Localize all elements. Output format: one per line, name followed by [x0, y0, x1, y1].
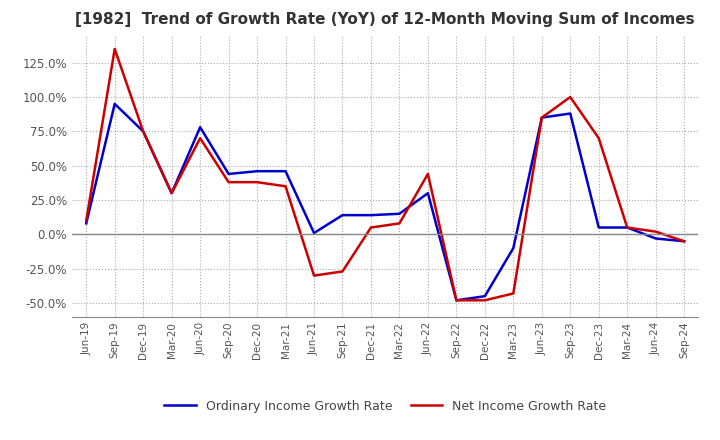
- Ordinary Income Growth Rate: [110, 101, 119, 106]
- Ordinary Income Growth Rate: [139, 129, 148, 134]
- Net Income Growth Rate: [509, 291, 518, 296]
- Net Income Growth Rate: [82, 218, 91, 223]
- Ordinary Income Growth Rate: [167, 191, 176, 196]
- Title: [1982]  Trend of Growth Rate (YoY) of 12-Month Moving Sum of Incomes: [1982] Trend of Growth Rate (YoY) of 12-…: [76, 12, 695, 27]
- Ordinary Income Growth Rate: [196, 125, 204, 130]
- Net Income Growth Rate: [310, 273, 318, 278]
- Ordinary Income Growth Rate: [509, 246, 518, 251]
- Net Income Growth Rate: [366, 225, 375, 230]
- Net Income Growth Rate: [139, 129, 148, 134]
- Ordinary Income Growth Rate: [480, 293, 489, 299]
- Net Income Growth Rate: [253, 180, 261, 185]
- Net Income Growth Rate: [652, 229, 660, 234]
- Net Income Growth Rate: [282, 183, 290, 189]
- Ordinary Income Growth Rate: [566, 111, 575, 116]
- Net Income Growth Rate: [537, 115, 546, 120]
- Ordinary Income Growth Rate: [623, 225, 631, 230]
- Net Income Growth Rate: [338, 269, 347, 274]
- Net Income Growth Rate: [423, 171, 432, 176]
- Ordinary Income Growth Rate: [537, 115, 546, 120]
- Net Income Growth Rate: [623, 225, 631, 230]
- Net Income Growth Rate: [595, 136, 603, 141]
- Ordinary Income Growth Rate: [423, 191, 432, 196]
- Net Income Growth Rate: [225, 180, 233, 185]
- Legend: Ordinary Income Growth Rate, Net Income Growth Rate: Ordinary Income Growth Rate, Net Income …: [159, 395, 611, 418]
- Net Income Growth Rate: [167, 191, 176, 196]
- Ordinary Income Growth Rate: [282, 169, 290, 174]
- Net Income Growth Rate: [395, 221, 404, 226]
- Ordinary Income Growth Rate: [366, 213, 375, 218]
- Ordinary Income Growth Rate: [338, 213, 347, 218]
- Net Income Growth Rate: [566, 94, 575, 99]
- Ordinary Income Growth Rate: [680, 238, 688, 244]
- Ordinary Income Growth Rate: [652, 236, 660, 241]
- Net Income Growth Rate: [452, 298, 461, 303]
- Net Income Growth Rate: [680, 238, 688, 244]
- Net Income Growth Rate: [196, 136, 204, 141]
- Ordinary Income Growth Rate: [595, 225, 603, 230]
- Ordinary Income Growth Rate: [310, 231, 318, 236]
- Ordinary Income Growth Rate: [452, 298, 461, 303]
- Ordinary Income Growth Rate: [82, 221, 91, 226]
- Line: Net Income Growth Rate: Net Income Growth Rate: [86, 49, 684, 301]
- Ordinary Income Growth Rate: [395, 211, 404, 216]
- Ordinary Income Growth Rate: [225, 171, 233, 176]
- Net Income Growth Rate: [110, 46, 119, 51]
- Ordinary Income Growth Rate: [253, 169, 261, 174]
- Net Income Growth Rate: [480, 298, 489, 303]
- Line: Ordinary Income Growth Rate: Ordinary Income Growth Rate: [86, 104, 684, 301]
